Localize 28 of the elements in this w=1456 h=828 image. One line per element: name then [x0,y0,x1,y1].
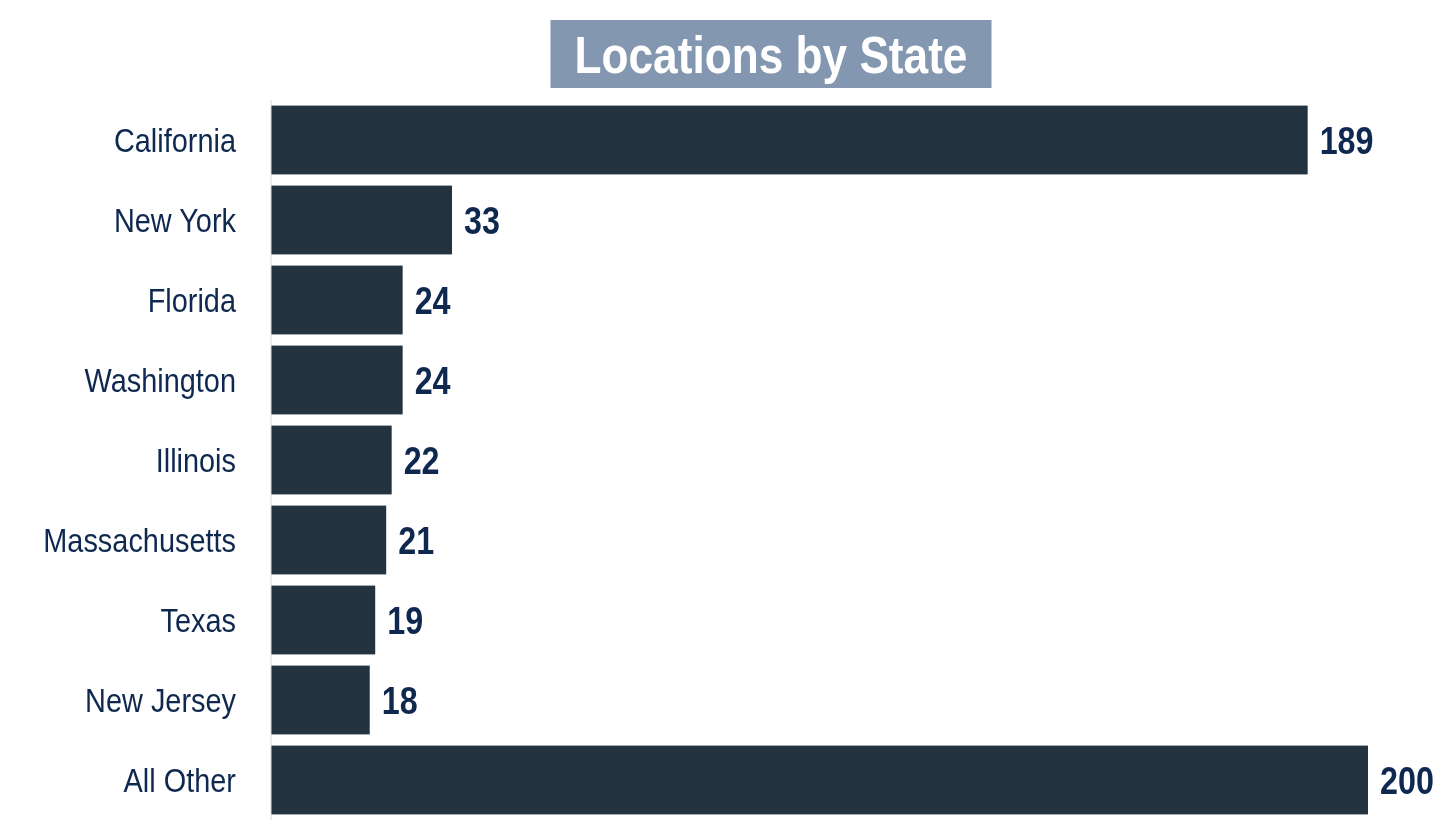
bar [271,505,387,575]
data-label: 33 [464,199,500,242]
data-label: 200 [1380,759,1434,802]
y-tick-label: All Other [123,760,236,800]
y-tick-label: New York [113,200,237,240]
y-tick-label: California [113,120,237,160]
data-label: 24 [414,359,451,402]
y-tick-label: Massachusetts [43,520,236,560]
bar [271,265,403,335]
y-tick-label: Texas [160,600,236,640]
data-label: 22 [403,439,440,482]
bar [271,585,376,655]
bar [271,185,453,255]
data-label: 21 [398,519,435,562]
bar [271,105,1308,175]
data-label: 19 [387,599,424,642]
y-tick-label: Illinois [155,440,236,480]
bar [271,425,392,495]
data-label: 18 [381,679,418,722]
bar [271,745,1368,815]
bar [271,665,370,735]
bar [271,345,403,415]
y-tick-label: Washington [84,360,236,400]
y-tick-label: New Jersey [85,680,237,720]
chart-title: Locations by State [574,25,968,84]
data-label: 189 [1319,119,1374,162]
data-label: 24 [414,279,451,322]
y-tick-label: Florida [147,280,237,320]
